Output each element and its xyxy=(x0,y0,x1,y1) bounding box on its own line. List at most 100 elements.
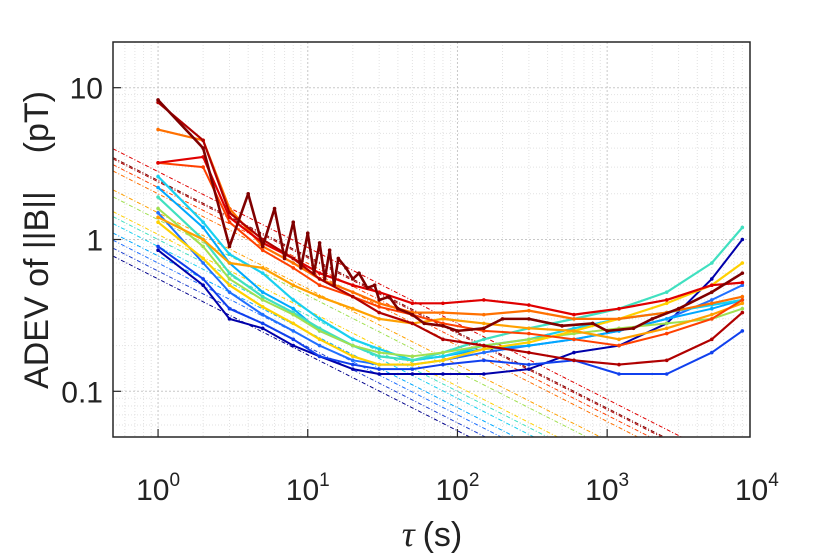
data-point xyxy=(709,306,714,311)
data-point xyxy=(156,244,160,249)
data-point xyxy=(410,358,415,363)
data-point xyxy=(260,271,265,275)
data-point xyxy=(527,367,531,371)
fit-line xyxy=(113,223,535,437)
data-point xyxy=(740,261,745,265)
data-point xyxy=(323,277,327,281)
x-axis-label: τ (s) xyxy=(402,514,463,554)
data-point xyxy=(377,298,381,302)
data-point xyxy=(227,244,232,249)
data-point xyxy=(291,220,296,224)
data-point xyxy=(377,310,381,315)
data-point xyxy=(572,337,576,342)
data-point xyxy=(317,337,322,342)
data-point xyxy=(560,324,564,328)
data-point xyxy=(291,343,296,348)
fit-line xyxy=(113,232,517,437)
data-point xyxy=(664,372,669,376)
data-point xyxy=(664,317,669,321)
data-point xyxy=(709,283,714,288)
x-tick-base: 10 xyxy=(136,474,169,507)
fit-line xyxy=(113,189,602,437)
data-point xyxy=(156,161,160,165)
data-point xyxy=(482,321,486,326)
data-point xyxy=(572,329,576,333)
data-point xyxy=(709,290,714,294)
data-point xyxy=(664,321,669,326)
data-point xyxy=(482,298,486,302)
x-tick-base: 10 xyxy=(735,474,768,507)
data-point xyxy=(201,165,205,169)
x-tick-label: 102 xyxy=(435,470,479,507)
data-point xyxy=(246,192,250,196)
x-tick-label: 100 xyxy=(136,470,180,507)
data-point xyxy=(572,358,576,363)
grid xyxy=(112,41,751,438)
data-point xyxy=(441,310,445,315)
data-point xyxy=(365,286,370,290)
data-point xyxy=(709,301,714,306)
data-point xyxy=(291,337,296,342)
data-point xyxy=(482,312,486,317)
data-point xyxy=(291,321,296,326)
data-point xyxy=(455,329,460,333)
data-point xyxy=(527,343,531,348)
y-axis-label: ADEV of ||B|| (pT) xyxy=(18,91,56,389)
data-point xyxy=(227,215,232,220)
data-point xyxy=(617,343,621,348)
data-point xyxy=(631,326,636,331)
y-tick-label: 1 xyxy=(86,225,103,258)
data-point xyxy=(740,283,745,288)
data-point xyxy=(410,301,415,306)
data-point xyxy=(617,306,621,311)
data-point xyxy=(351,294,355,299)
data-point xyxy=(201,277,205,281)
data-point xyxy=(740,306,745,311)
data-point xyxy=(344,266,348,270)
data-point xyxy=(709,261,714,265)
data-point xyxy=(156,185,160,190)
data-point xyxy=(740,301,745,306)
data-point xyxy=(664,298,669,302)
data-point xyxy=(527,337,531,342)
data-point xyxy=(351,354,355,359)
data-point xyxy=(527,308,531,313)
data-point xyxy=(291,261,296,265)
data-series xyxy=(156,98,745,376)
data-point xyxy=(482,343,486,348)
data-point xyxy=(201,261,205,265)
data-point xyxy=(482,372,486,376)
data-point xyxy=(291,306,296,311)
data-point xyxy=(156,248,160,253)
data-point xyxy=(377,372,381,376)
x-tick-exponent: 4 xyxy=(768,470,779,491)
data-point xyxy=(740,271,745,275)
data-point xyxy=(527,317,531,321)
data-point xyxy=(201,283,205,288)
data-point xyxy=(291,329,296,333)
data-point xyxy=(351,362,355,367)
data-point xyxy=(260,312,265,317)
data-point xyxy=(317,283,322,288)
data-point xyxy=(410,367,415,371)
data-point xyxy=(351,283,355,288)
data-point xyxy=(317,343,322,348)
data-point xyxy=(410,362,415,367)
fit-line xyxy=(113,164,652,437)
x-tick-base: 10 xyxy=(585,474,618,507)
fit-line xyxy=(113,247,487,437)
data-point xyxy=(617,372,621,376)
data-point xyxy=(351,277,355,281)
data-point xyxy=(260,248,265,253)
x-tick-base: 10 xyxy=(286,474,319,507)
data-point xyxy=(227,306,232,311)
data-point xyxy=(201,244,205,249)
data-point xyxy=(410,354,415,359)
data-point xyxy=(201,220,205,224)
data-point xyxy=(156,215,160,220)
data-point xyxy=(317,241,322,245)
data-point xyxy=(260,294,265,299)
data-point xyxy=(336,256,341,261)
data-point xyxy=(299,266,303,270)
